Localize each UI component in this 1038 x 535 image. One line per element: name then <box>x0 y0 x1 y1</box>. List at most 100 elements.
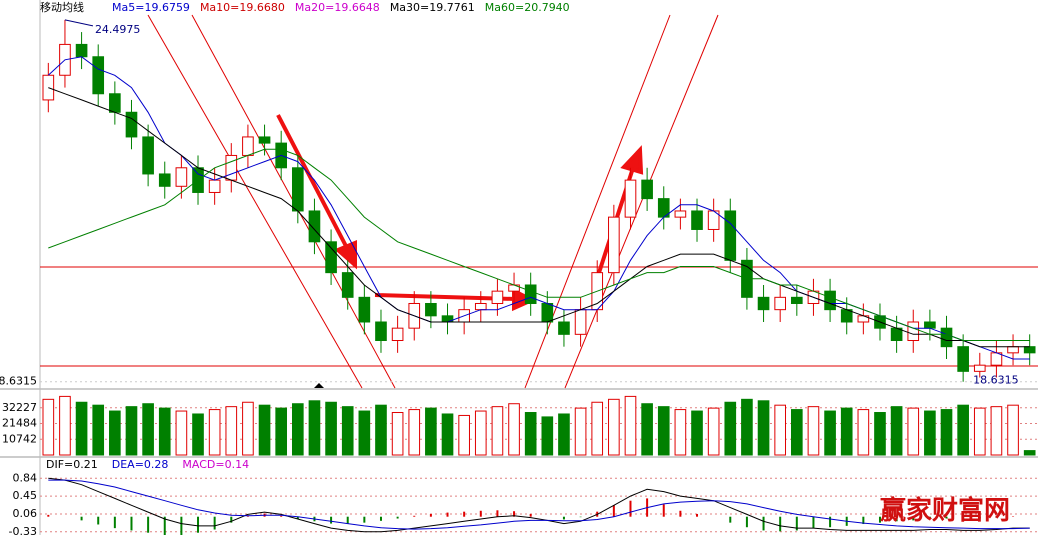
volume-bar <box>125 406 138 456</box>
volume-bar <box>425 407 437 456</box>
ma-line <box>48 148 1030 341</box>
volume-bar <box>741 398 753 456</box>
volume-bar <box>807 406 820 456</box>
candle-body <box>325 241 337 274</box>
candle-body <box>109 93 121 113</box>
volume-bar <box>225 406 238 456</box>
volume-bar <box>591 401 604 456</box>
volume-bar <box>508 403 520 456</box>
y-tick-label: 32227 <box>2 401 37 414</box>
candle-body <box>375 321 387 342</box>
volume-bar <box>42 398 55 456</box>
y-tick-label: 0.45 <box>13 489 38 502</box>
legend-entry: Ma30=19.7761 <box>390 1 475 14</box>
volume-bar <box>458 414 470 456</box>
candle-body <box>940 327 953 348</box>
candle-body <box>175 167 188 187</box>
candle-body <box>757 296 770 311</box>
volume-bar <box>624 395 637 456</box>
volume-bar <box>291 403 304 456</box>
candle-body <box>208 179 221 193</box>
volume-bar <box>824 410 836 456</box>
legend-entry: Ma5=19.6759 <box>112 1 190 14</box>
max-pointer <box>64 19 94 27</box>
candle-body <box>641 179 653 200</box>
volume-bar <box>840 407 853 456</box>
volume-bar <box>924 410 936 456</box>
volume-bar <box>541 416 554 456</box>
marker <box>314 383 324 388</box>
volume-bar <box>192 413 204 456</box>
candle-body <box>1007 346 1019 354</box>
candle-body <box>391 327 404 342</box>
candle-body <box>624 179 637 218</box>
volume-bar <box>940 409 953 456</box>
volume-bar <box>275 407 288 456</box>
volume-bar <box>391 412 404 456</box>
min-label: 18.6315 <box>973 374 1019 387</box>
volume-bar <box>158 407 171 456</box>
y-tick-label: 0.84 <box>13 471 38 484</box>
trend-arrows <box>276 114 644 312</box>
candle-body <box>1023 346 1036 354</box>
volume-bar <box>325 401 337 456</box>
volume-bar <box>408 409 421 456</box>
volume-bar <box>109 410 121 456</box>
candle-body <box>474 302 487 311</box>
volume-bar <box>1007 404 1019 456</box>
volume-bar <box>574 407 587 456</box>
candle-body <box>907 321 920 342</box>
volume-bar <box>691 410 703 456</box>
y-tick-label: 0.06 <box>13 507 38 520</box>
volume-bar <box>907 407 920 456</box>
volume-bar <box>92 404 105 456</box>
volume-bar <box>258 404 271 456</box>
candle-body <box>75 43 88 58</box>
volume-bar <box>59 395 71 456</box>
volume-bar <box>75 401 88 456</box>
candle-body <box>790 296 803 304</box>
volume-bar <box>524 412 537 456</box>
ma-line <box>48 87 1030 348</box>
candle-body <box>608 216 620 274</box>
candle-body <box>924 321 936 329</box>
volume-bar <box>874 412 886 456</box>
max-label: 24.4975 <box>95 23 141 36</box>
volume-bar <box>208 409 221 456</box>
candle-body <box>158 173 171 187</box>
volume-bar <box>608 398 620 456</box>
legend-entry: DEA=0.28 <box>112 458 169 471</box>
volume-bar <box>242 401 254 456</box>
watermark: 赢家财富网 <box>880 495 1010 526</box>
y-tick-label: 10742 <box>2 432 37 445</box>
legend-entry: Ma10=19.6680 <box>200 1 285 14</box>
volume-bar <box>641 403 653 456</box>
volume-bar <box>707 407 720 456</box>
candle-body <box>225 154 238 181</box>
candle-body <box>258 136 271 144</box>
candle-body <box>341 272 354 298</box>
volume-bar <box>674 409 687 456</box>
volume-bar <box>757 400 770 456</box>
volume-bar <box>358 410 371 456</box>
volume-bar <box>375 404 387 456</box>
y-tick-label: 18.6315 <box>0 375 37 388</box>
candle-body <box>491 290 504 304</box>
candle-body <box>973 364 986 372</box>
volume-bar <box>857 409 870 456</box>
legend-entry: Ma60=20.7940 <box>485 1 570 14</box>
candle-body <box>774 296 787 311</box>
volume-bar <box>142 403 154 456</box>
candle-body <box>691 210 703 230</box>
legend-entry: DIF=0.21 <box>46 458 98 471</box>
volume-bar <box>1023 450 1036 456</box>
candle-body <box>425 302 437 317</box>
candle-body <box>358 296 371 323</box>
candle-body <box>142 136 154 175</box>
candle-body <box>308 210 321 243</box>
legend-entry: Ma20=19.6648 <box>295 1 380 14</box>
chart-title: 移动均线 <box>40 0 84 14</box>
volume-bar <box>341 406 354 456</box>
volume-bar <box>441 413 454 456</box>
